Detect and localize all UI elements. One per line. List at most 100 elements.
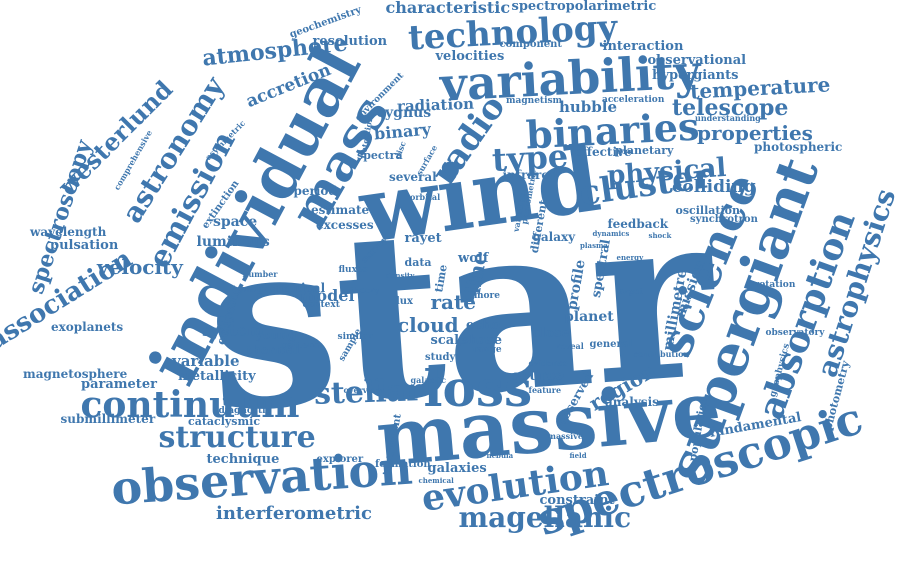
word-planetary: planetary <box>615 143 674 157</box>
word-feature: feature <box>528 385 562 395</box>
word-rate: rate <box>430 290 476 314</box>
word-explorer: explorer <box>316 454 364 465</box>
word-thermal: thermal <box>246 343 300 357</box>
word-diagnostic: diagnostic <box>218 405 272 416</box>
word-magnetic: magnetic <box>241 284 289 295</box>
word-period: period <box>293 184 337 198</box>
word-characteristic: characteristic <box>385 0 511 17</box>
word-field: field <box>569 450 587 460</box>
word-submillimeter: submillimeter <box>60 412 156 426</box>
word-plasma: plasma <box>580 240 608 250</box>
word-galaxy: galaxy <box>532 230 576 244</box>
word-wavelength: wavelength <box>30 225 107 239</box>
word-system: system <box>202 321 264 340</box>
word-source: source <box>512 368 565 384</box>
word-scale: scale <box>430 332 468 348</box>
word-exoplanets: exoplanets <box>51 320 124 334</box>
word-observational: observational <box>647 52 747 68</box>
word-infrared: infrared <box>502 168 558 182</box>
word-similar: similar <box>337 331 373 342</box>
word-number: number <box>242 269 278 279</box>
word-velocity: velocity <box>97 255 183 279</box>
word-structure: structure <box>158 420 316 455</box>
word-fluxes: fluxes <box>338 264 368 275</box>
word-phase: phase <box>459 332 503 348</box>
word-hypergiants: hypergiants <box>652 67 739 83</box>
word-galactic: galactic <box>410 375 446 385</box>
word-cygnus: cygnus <box>376 105 432 121</box>
word-data: data <box>404 255 432 269</box>
word-rotation: rotation <box>754 279 796 290</box>
word-study: study <box>425 352 456 363</box>
word-more: more <box>474 290 500 301</box>
word-young: young <box>255 328 297 342</box>
word-technique: technique <box>206 451 280 467</box>
word-component: component <box>499 39 563 50</box>
word-reveal: reveal <box>556 341 584 351</box>
word-cloud: cloud <box>397 313 459 337</box>
word-close: close <box>532 325 570 341</box>
word-resolution: resolution <box>312 33 388 49</box>
word-loss: loss <box>423 359 533 418</box>
word-hubble: hubble <box>559 97 618 116</box>
word-cataclysmic: cataclysmic <box>188 414 261 428</box>
word-pattern: pattern <box>281 340 319 351</box>
word-model: model <box>299 286 355 305</box>
word-range: range <box>472 344 502 355</box>
word-constraint: constraint <box>539 492 615 508</box>
word-flux: flux <box>392 296 414 307</box>
word-overview: overview <box>343 385 383 395</box>
word-general: general <box>589 339 633 350</box>
word-massive: massive <box>547 431 583 441</box>
word-parameter: parameter <box>81 376 157 392</box>
word-pulsation: pulsation <box>50 237 119 253</box>
word-estimate: estimate <box>311 203 370 217</box>
word-chemical: chemical <box>418 475 454 485</box>
word-acceleration: acceleration <box>602 94 665 105</box>
word-observatory: observatory <box>765 327 825 338</box>
word-synchrotron: synchrotron <box>690 214 758 225</box>
word-target: target <box>615 286 643 296</box>
word-photospheric: photospheric <box>754 140 843 154</box>
word-continuum: continuum <box>80 384 300 426</box>
word-binary: binary <box>372 119 432 144</box>
word-luminous: luminous <box>196 234 270 250</box>
word-shock: shock <box>648 230 672 240</box>
word-understanding: understanding <box>695 113 761 123</box>
word-energy: energy <box>616 252 644 262</box>
word-nebula: nebula <box>486 450 514 460</box>
word-planet: planet <box>564 309 614 325</box>
word-telescope: telescope <box>672 95 789 121</box>
word-rayet: rayet <box>404 230 442 246</box>
word-magellanic: magellanic <box>458 501 632 534</box>
word-space: space <box>213 214 258 230</box>
word-contribution: contribution <box>633 349 690 359</box>
word-effective: effective <box>574 145 632 159</box>
word-metallicity: metallicity <box>178 368 256 384</box>
word-magnetism: magnetism <box>506 95 563 106</box>
word-analysis: analysis <box>605 395 659 409</box>
word-wolf: wolf <box>458 250 489 266</box>
word-feedback: feedback <box>607 217 669 231</box>
word-magnetosphere: magnetosphere <box>23 367 128 381</box>
word-oscillation: oscillation <box>675 203 741 217</box>
word-optical: optical <box>279 281 326 295</box>
word-interaction: interaction <box>602 38 684 54</box>
word-interferometric: interferometric <box>216 503 372 524</box>
word-galaxies: galaxies <box>427 460 487 476</box>
word-echo: echo <box>466 317 501 333</box>
word-dynamics: dynamics <box>592 228 630 238</box>
word-spectra: spectra <box>357 148 403 162</box>
word-excesses: excesses <box>316 218 374 232</box>
word-density: density <box>386 270 415 280</box>
word-orbital: orbital <box>410 192 441 202</box>
word-properties: properties <box>697 121 813 145</box>
word-theory: theory <box>350 285 380 295</box>
word-colliding: colliding <box>672 176 756 197</box>
word-context: context <box>302 299 340 310</box>
word-evidence: evidence <box>528 358 568 368</box>
word-velocities: velocities <box>435 48 505 64</box>
word-spectropolarimetric: spectropolarimetric <box>511 0 657 14</box>
word-formation: formation <box>375 459 431 470</box>
